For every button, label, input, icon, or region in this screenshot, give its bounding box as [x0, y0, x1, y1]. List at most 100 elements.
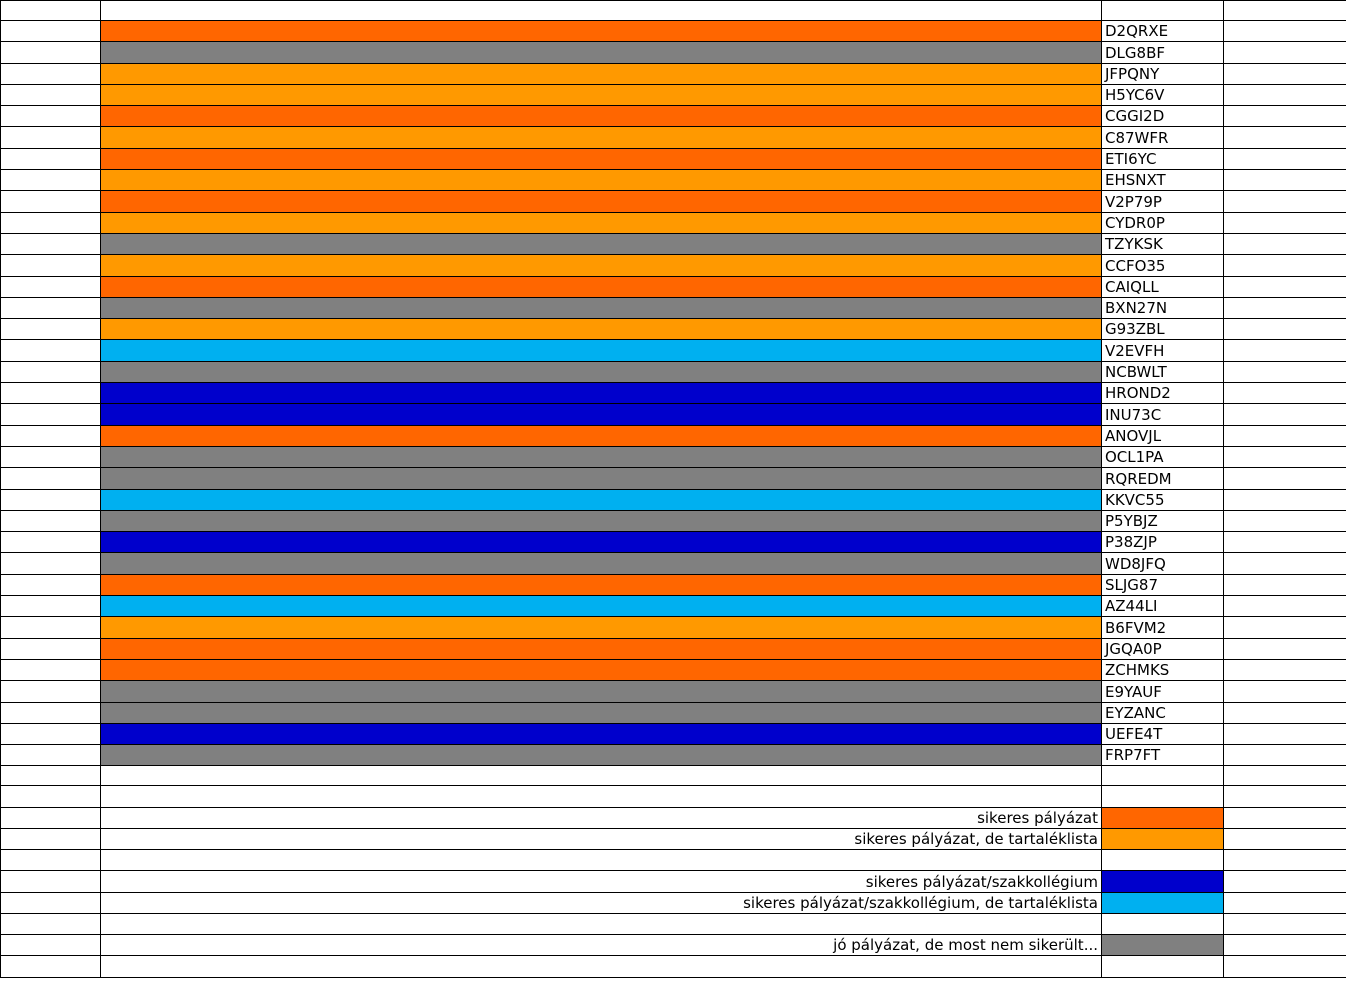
cell[interactable] [1223, 488, 1346, 511]
status-bar-cell[interactable] [100, 488, 1102, 511]
cell[interactable] [0, 891, 101, 914]
code-cell[interactable]: SLJG87 [1101, 573, 1224, 597]
cell[interactable] [0, 296, 101, 320]
cell[interactable] [100, 785, 1102, 808]
cell[interactable] [1223, 848, 1346, 872]
cell[interactable] [0, 254, 101, 277]
cell[interactable] [1223, 891, 1346, 914]
legend-swatch-dark-blue[interactable] [1101, 870, 1224, 893]
cell[interactable] [1223, 211, 1346, 234]
cell[interactable] [0, 275, 101, 298]
cell[interactable] [0, 722, 101, 746]
status-bar-cell[interactable] [100, 552, 1102, 575]
cell[interactable] [0, 531, 101, 554]
code-cell[interactable]: G93ZBL [1101, 318, 1224, 341]
cell[interactable] [0, 658, 101, 682]
status-bar-cell[interactable] [100, 126, 1102, 149]
legend-swatch-orange[interactable] [1101, 806, 1224, 829]
cell[interactable] [1223, 912, 1346, 936]
status-bar-cell[interactable] [100, 19, 1102, 43]
cell[interactable] [1223, 467, 1346, 490]
cell[interactable] [0, 912, 101, 936]
status-bar-cell[interactable] [100, 318, 1102, 341]
cell[interactable] [1223, 275, 1346, 298]
cell[interactable] [1223, 658, 1346, 682]
status-bar-cell[interactable] [100, 232, 1102, 256]
cell[interactable] [0, 467, 101, 490]
cell[interactable] [0, 488, 101, 511]
cell[interactable] [1223, 403, 1346, 426]
status-bar-cell[interactable] [100, 531, 1102, 554]
status-bar-cell[interactable] [100, 105, 1102, 128]
cell[interactable] [0, 190, 101, 213]
cell[interactable] [0, 701, 101, 724]
cell[interactable] [0, 785, 101, 808]
status-bar-cell[interactable] [100, 360, 1102, 384]
code-cell[interactable]: P5YBJZ [1101, 509, 1224, 533]
status-bar-cell[interactable] [100, 403, 1102, 426]
cell[interactable] [1223, 744, 1346, 767]
cell[interactable] [1223, 680, 1346, 703]
cell[interactable] [0, 339, 101, 362]
cell[interactable] [1223, 531, 1346, 554]
cell[interactable] [0, 616, 101, 639]
cell[interactable] [1101, 848, 1224, 872]
status-bar-cell[interactable] [100, 296, 1102, 320]
cell[interactable] [0, 445, 101, 469]
legend-swatch-light-blue[interactable] [1101, 891, 1224, 914]
code-cell[interactable]: E9YAUF [1101, 680, 1224, 703]
cell[interactable] [1223, 382, 1346, 405]
status-bar-cell[interactable] [100, 573, 1102, 597]
cell[interactable] [0, 83, 101, 107]
status-bar-cell[interactable] [100, 62, 1102, 85]
code-cell[interactable]: TZYKSK [1101, 232, 1224, 256]
code-cell[interactable]: UEFE4T [1101, 722, 1224, 746]
status-bar-cell[interactable] [100, 467, 1102, 490]
cell[interactable] [1101, 912, 1224, 936]
legend-label-successful-college[interactable]: sikeres pályázat/szakkollégium [100, 870, 1102, 893]
code-cell[interactable]: ZCHMKS [1101, 658, 1224, 682]
cell[interactable] [1223, 722, 1346, 746]
cell[interactable] [100, 912, 1102, 936]
code-cell[interactable]: ETI6YC [1101, 147, 1224, 171]
cell[interactable] [1223, 169, 1346, 192]
cell[interactable] [0, 848, 101, 872]
cell[interactable] [100, 765, 1102, 787]
status-bar-cell[interactable] [100, 680, 1102, 703]
legend-label-good-not-successful[interactable]: jó pályázat, de most nem sikerült... [100, 934, 1102, 957]
status-bar-cell[interactable] [100, 254, 1102, 277]
cell[interactable] [0, 126, 101, 149]
legend-swatch-gray[interactable] [1101, 934, 1224, 957]
status-bar-cell[interactable] [100, 190, 1102, 213]
code-cell[interactable]: AZ44LI [1101, 595, 1224, 618]
cell[interactable] [0, 955, 101, 978]
code-cell[interactable]: C87WFR [1101, 126, 1224, 149]
status-bar-cell[interactable] [100, 147, 1102, 171]
cell[interactable] [1101, 955, 1224, 978]
cell[interactable] [0, 232, 101, 256]
code-cell[interactable]: EYZANC [1101, 701, 1224, 724]
cell[interactable] [1223, 765, 1346, 787]
status-bar-cell[interactable] [100, 41, 1102, 64]
code-cell[interactable]: H5YC6V [1101, 83, 1224, 107]
cell[interactable] [1223, 785, 1346, 808]
status-bar-cell[interactable] [100, 382, 1102, 405]
status-bar-cell[interactable] [100, 445, 1102, 469]
status-bar-cell[interactable] [100, 658, 1102, 682]
code-cell[interactable]: V2EVFH [1101, 339, 1224, 362]
cell[interactable] [1223, 955, 1346, 978]
status-bar-cell[interactable] [100, 722, 1102, 746]
cell[interactable] [0, 0, 101, 21]
cell[interactable] [1223, 105, 1346, 128]
cell[interactable] [0, 62, 101, 85]
code-cell[interactable]: JGQA0P [1101, 637, 1224, 660]
cell[interactable] [0, 552, 101, 575]
cell[interactable] [1223, 552, 1346, 575]
code-cell[interactable]: FRP7FT [1101, 744, 1224, 767]
cell[interactable] [1223, 190, 1346, 213]
cell[interactable] [1223, 595, 1346, 618]
cell[interactable] [1223, 509, 1346, 533]
status-bar-cell[interactable] [100, 339, 1102, 362]
code-cell[interactable]: RQREDM [1101, 467, 1224, 490]
cell[interactable] [1223, 19, 1346, 43]
